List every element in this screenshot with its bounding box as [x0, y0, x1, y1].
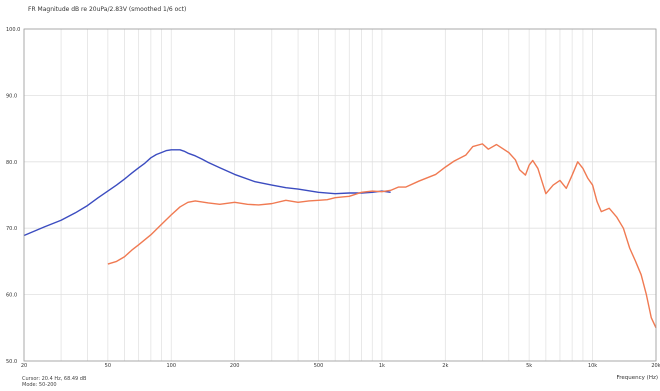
x-tick-label: 20 — [21, 363, 27, 369]
x-tick-label: 2k — [442, 363, 448, 369]
y-tick-label: 90.0 — [6, 93, 17, 99]
y-tick-label: 50.0 — [6, 359, 17, 365]
x-tick-label: 20k — [651, 363, 660, 369]
plot-axes — [23, 28, 657, 362]
series-line-1 — [23, 149, 391, 237]
y-tick-label: 60.0 — [6, 293, 17, 299]
tick-labels: 20 50 100 200 500 1k 2k 5k 10k 20k 50.0 60.0 70.0 80.… — [6, 27, 660, 369]
chart-title: FR Magnitude dB re 20uPa/2.83V (smoothed… — [28, 6, 187, 13]
x-tick-label: 500 — [314, 363, 324, 369]
x-tick-label: 100 — [166, 363, 176, 369]
y-tick-label: 80.0 — [6, 160, 17, 166]
mode-readout: Mode: 50-200 — [22, 382, 57, 388]
plot-frame — [23, 28, 657, 362]
x-tick-label: 200 — [230, 363, 240, 369]
y-tick-label: 70.0 — [6, 226, 17, 232]
series-layer — [23, 143, 657, 329]
plot-grid — [23, 28, 657, 362]
x-tick-label: 5k — [526, 363, 532, 369]
y-tick-label: 100.0 — [6, 27, 20, 33]
x-tick-label: 1k — [379, 363, 385, 369]
x-axis-title: Frequency (Hz) — [616, 375, 658, 381]
cursor-readout: Cursor: 20.4 Hz, 68.49 dB — [22, 376, 87, 382]
series-line-2 — [107, 143, 657, 329]
x-tick-label: 50 — [105, 363, 111, 369]
x-tick-label: 10k — [588, 363, 597, 369]
